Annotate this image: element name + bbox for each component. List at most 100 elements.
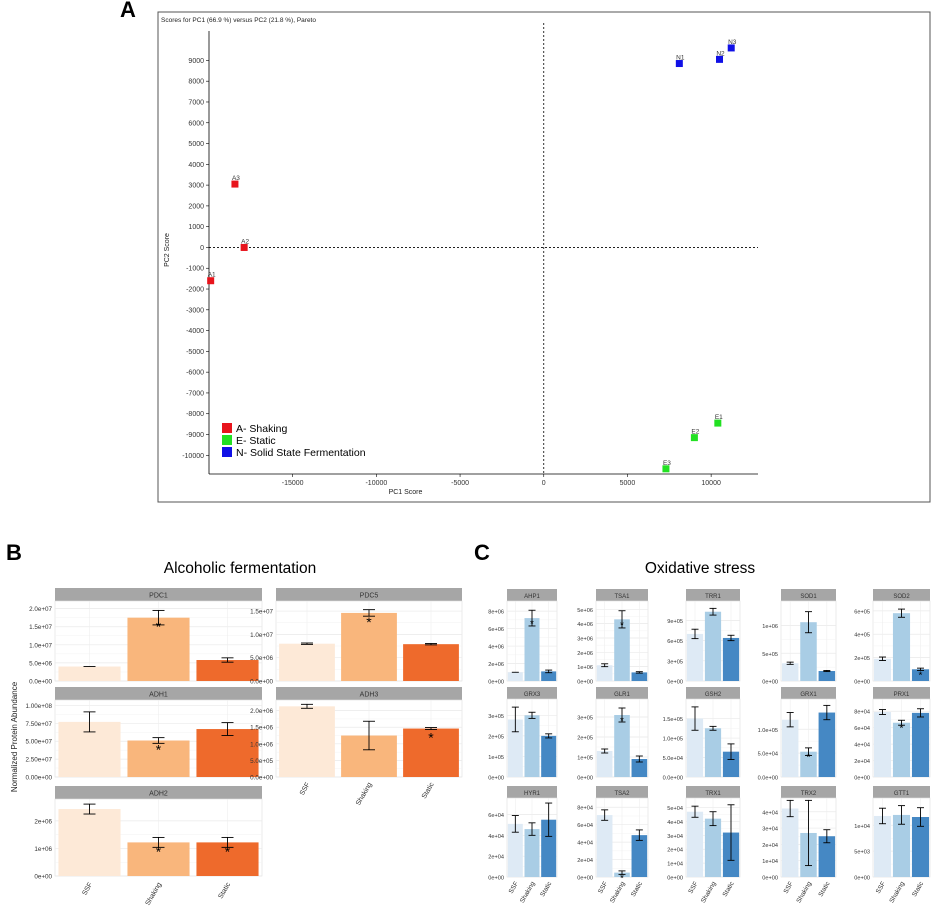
y-tick-label: 2e+04 xyxy=(577,858,593,864)
facet-title-adh3: ADH3 xyxy=(360,692,379,699)
pca-point-label: A3 xyxy=(232,175,240,182)
bar-tsa1-ssf xyxy=(596,665,613,681)
facet-title-trx1: TRX1 xyxy=(705,791,721,797)
pca-point-label: N1 xyxy=(676,55,685,62)
y-tick-label: 2e+04 xyxy=(667,848,683,854)
facet-title-hyr1: HYR1 xyxy=(524,791,541,797)
y-tick-label: 2e+05 xyxy=(577,736,593,742)
bar-adh1-shaking xyxy=(127,740,190,777)
bar-tsa2-static xyxy=(631,835,648,877)
y-tick-label: 6e+05 xyxy=(667,639,683,645)
facet-title-adh2: ADH2 xyxy=(149,791,168,798)
pca-y-tick-label: 9000 xyxy=(188,58,204,65)
pca-y-tick-label: -9000 xyxy=(186,432,204,439)
facet-strip-prx1 xyxy=(873,687,930,699)
bar-adh3-static xyxy=(403,728,459,777)
panel-letter-c: C xyxy=(474,540,490,565)
y-tick-label: 7.50e+07 xyxy=(26,721,53,728)
facet-title-tsa1: TSA1 xyxy=(614,594,630,600)
y-tick-label: 5e+03 xyxy=(854,850,870,856)
significance-star-tsa1-shaking: * xyxy=(620,620,624,631)
bar-grx1-ssf xyxy=(781,719,799,777)
facet-strip-tsa1 xyxy=(596,589,648,601)
bar-gtt1-static xyxy=(911,817,930,877)
chart-c-col1-x-label-static: Static xyxy=(539,880,554,898)
chart-c-col3-x-label-ssf: SSF xyxy=(687,880,699,894)
facet-title-pdc5: PDC5 xyxy=(360,593,379,600)
y-tick-label: 6e+04 xyxy=(488,813,504,819)
y-tick-label: 6e+06 xyxy=(488,627,504,633)
y-tick-label: 1.5e+07 xyxy=(29,624,52,631)
chart-c-col4-x-label-ssf: SSF xyxy=(783,880,795,894)
y-tick-label: 9e+05 xyxy=(667,619,683,625)
y-tick-label: 2.50e+07 xyxy=(26,757,53,764)
bar-trx1-ssf xyxy=(686,811,704,877)
y-tick-label: 2.0e+06 xyxy=(250,708,273,715)
y-tick-label: 0.0e+00 xyxy=(29,679,52,686)
facet-strip-tsa2 xyxy=(596,786,648,798)
facet-strip-sod1 xyxy=(781,589,836,601)
y-tick-label: 3e+05 xyxy=(488,714,504,720)
facet-strip-hyr1 xyxy=(507,786,557,798)
pca-y-tick-label: 7000 xyxy=(188,99,204,106)
pca-y-tick-label: -4000 xyxy=(186,328,204,335)
bar-prx1-static xyxy=(911,712,930,777)
y-tick-label: 2e+04 xyxy=(488,855,504,861)
pca-x-tick-label: -10000 xyxy=(365,480,387,487)
bar-trr1-shaking xyxy=(704,611,722,681)
pca-point-a3 xyxy=(231,180,239,188)
pca-y-tick-label: -3000 xyxy=(186,307,204,314)
pca-point-e3 xyxy=(662,465,670,473)
pca-point-a2 xyxy=(240,243,248,251)
significance-star-sod2-static: * xyxy=(919,670,923,681)
y-tick-label: 1.5e+05 xyxy=(663,717,683,723)
significance-star-pdc5-shaking: * xyxy=(366,614,372,630)
panel-letter-b: B xyxy=(6,540,22,565)
bar-ahp1-static xyxy=(541,671,557,681)
y-tick-label: 2e+06 xyxy=(577,651,593,657)
significance-star-glr1-shaking: * xyxy=(620,716,624,727)
y-tick-label: 2e+06 xyxy=(488,662,504,668)
bar-grx1-shaking xyxy=(800,751,817,777)
bar-trx2-static xyxy=(818,836,836,877)
pca-y-tick-label: 3000 xyxy=(188,183,204,190)
pca-point-e2 xyxy=(690,434,698,442)
bar-pdc5-static xyxy=(403,644,459,681)
y-tick-label: 1e+04 xyxy=(667,862,683,868)
y-tick-label: 0e+00 xyxy=(488,776,504,782)
y-tick-label: 2e+04 xyxy=(854,759,870,765)
facet-title-pdc1: PDC1 xyxy=(149,593,168,600)
bar-sod2-shaking xyxy=(892,613,911,681)
chart-c-col4-x-label-shaking: Shaking xyxy=(795,880,813,904)
bar-gtt1-shaking xyxy=(892,814,911,877)
y-tick-label: 0e+00 xyxy=(854,680,870,686)
facet-title-ahp1: AHP1 xyxy=(524,594,540,600)
y-tick-label: 0e+00 xyxy=(577,680,593,686)
chart-c-col1-x-label-shaking: Shaking xyxy=(519,880,537,904)
bar-glr1-shaking xyxy=(614,715,630,777)
pca-score-plot: Scores for PC1 (66.9 %) versus PC2 (21.8… xyxy=(157,11,931,503)
significance-star-adh3-static: * xyxy=(428,730,434,746)
bar-adh2-shaking xyxy=(127,842,190,876)
facet-strip-adh1 xyxy=(55,687,262,700)
y-tick-label: 2e+05 xyxy=(854,656,870,662)
chart-b-y-axis-label: Normalized Protein Abundance xyxy=(10,681,19,792)
legend-label-e: E- Static xyxy=(236,435,276,447)
y-tick-label: 5e+05 xyxy=(762,652,778,658)
chart-c-col1-x-label-ssf: SSF xyxy=(508,880,520,894)
pca-x-tick-label: 5000 xyxy=(620,480,636,487)
pca-y-tick-label: -10000 xyxy=(182,453,204,460)
y-tick-label: 3e+05 xyxy=(577,716,593,722)
significance-star-grx1-shaking: * xyxy=(807,753,811,764)
chart-c-col4-x-label-static: Static xyxy=(817,880,832,898)
significance-star-tsa2-shaking: * xyxy=(620,874,624,885)
chart-c-col2-x-label-shaking: Shaking xyxy=(609,880,627,904)
facet-title-trx2: TRX2 xyxy=(801,791,817,797)
y-tick-label: 8e+04 xyxy=(577,806,593,812)
legend-swatch-n xyxy=(222,447,232,457)
pca-point-label: E1 xyxy=(715,414,723,421)
y-tick-label: 4e+04 xyxy=(762,810,778,816)
y-tick-label: 0e+00 xyxy=(577,776,593,782)
legend-label-a: A- Shaking xyxy=(236,423,288,435)
y-tick-label: 1.0e+06 xyxy=(250,741,273,748)
